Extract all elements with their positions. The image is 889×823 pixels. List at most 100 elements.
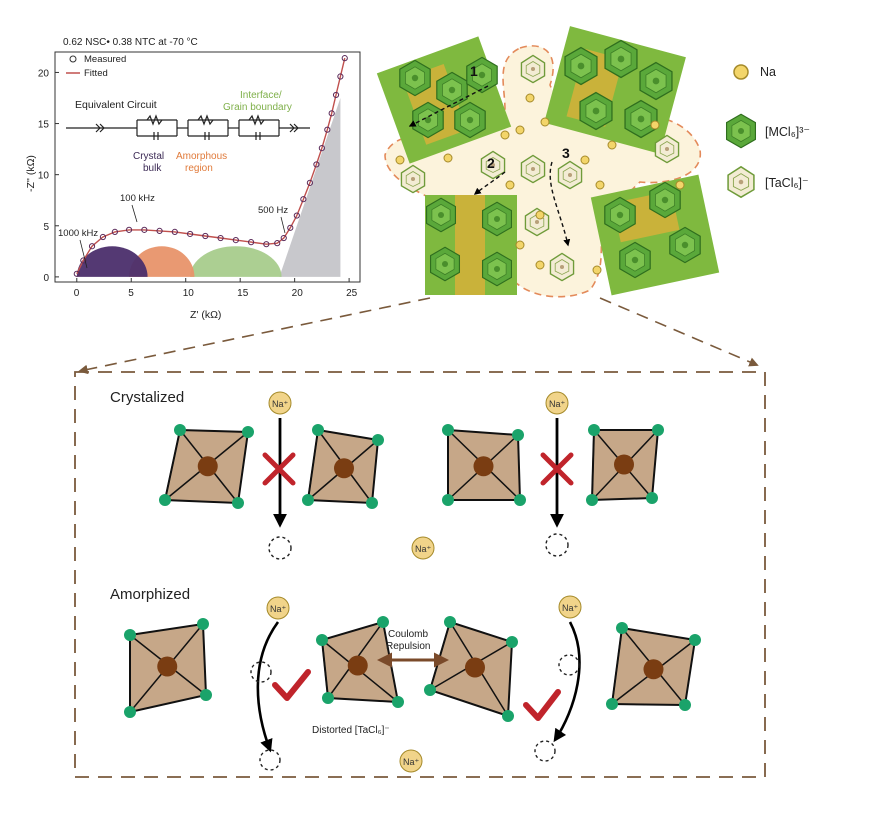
semicircle-1 [76, 246, 148, 277]
freq-pointer-500hz [280, 216, 286, 234]
x-tick-label: 5 [128, 288, 134, 299]
x-tick-label: 15 [237, 288, 249, 299]
x-tick-label: 10 [183, 288, 195, 299]
measured-point [217, 234, 224, 242]
freq-label-100khz: 100 kHz [120, 193, 155, 204]
structure-legend: Na [MCl₆]³⁻ [TaCl₆]⁻ [725, 64, 810, 198]
label-amorphous-2: region [185, 163, 213, 174]
measured-point [186, 230, 194, 238]
measured-point [274, 240, 281, 247]
label-crystal-bulk-2: bulk [143, 163, 162, 174]
zoom-panel-border [74, 371, 766, 778]
crystal-block-bottom-left [425, 195, 517, 295]
path-2-label: 2 [487, 155, 495, 171]
measured-point [125, 226, 133, 233]
measured-point [111, 228, 119, 236]
freq-label-500hz: 500 Hz [258, 205, 288, 216]
crystal-path-right [540, 418, 574, 557]
measured-point [287, 224, 294, 231]
svg-text:Na⁺: Na⁺ [415, 544, 432, 554]
zoom-guide-left [78, 297, 431, 375]
na-ions-structure [395, 93, 685, 275]
plot-xlabel: Z' (kΩ) [190, 309, 221, 321]
octa-crystal-3 [442, 424, 526, 506]
measured-point [280, 234, 287, 242]
label-crystal-bulk-1: Crystal [133, 151, 164, 162]
measured-point [171, 228, 178, 236]
measured-point [202, 232, 209, 240]
coulomb-label-1: Coulomb [388, 629, 428, 640]
octa-crystal-1 [159, 424, 254, 509]
measured-point [247, 239, 255, 246]
na-ion-amorph-left: Na⁺ [266, 596, 290, 620]
octa-amorph-1 [124, 618, 212, 718]
coulomb-label-2: Repulsion [386, 641, 430, 652]
measured-point [88, 243, 96, 250]
mcl6-legend-label: [MCl₆]³⁻ [765, 125, 810, 139]
fitted-line [76, 57, 346, 275]
x-tick-label: 20 [292, 288, 304, 299]
na-ion-amorph-right: Na⁺ [558, 595, 582, 619]
octa-crystal-2 [302, 424, 384, 509]
legend-measured-marker [69, 55, 77, 63]
na-ion-crystal-right: Na⁺ [545, 391, 569, 415]
path-1-label: 1 [470, 63, 478, 79]
measured-point [341, 55, 348, 62]
path-3-arrow [549, 161, 571, 247]
legend-fitted-label: Fitted [84, 68, 108, 79]
octa-amorph-2 [316, 616, 404, 708]
x-tick-label: 0 [74, 288, 80, 299]
crystal-block-bottom-right [590, 174, 720, 296]
svg-text:Na⁺: Na⁺ [549, 399, 566, 409]
na-ion-crystal-center: Na⁺ [411, 536, 435, 560]
amorphized-title: Amorphized [110, 586, 190, 603]
zoom-guide-right [599, 297, 759, 367]
svg-text:Na⁺: Na⁺ [562, 603, 579, 613]
na-ion-crystal-left: Na⁺ [268, 391, 292, 415]
bottom-octahedra [124, 424, 701, 722]
semicircle-3 [190, 246, 282, 277]
measured-point [300, 196, 307, 203]
crystal-structure-illustration: 1 2 3 [376, 26, 720, 298]
svg-text:Na⁺: Na⁺ [270, 604, 287, 614]
circuit-title: Equivalent Circuit [75, 99, 157, 111]
measured-point [99, 233, 107, 241]
plot-frame [54, 51, 361, 283]
y-tick-label: 10 [38, 171, 50, 182]
amorph-path-right [523, 621, 581, 762]
crystal-path-left [262, 418, 296, 560]
y-tick-label: 5 [43, 222, 49, 233]
measured-point [318, 144, 325, 152]
na-ion-amorph-center: Na⁺ [399, 749, 423, 773]
x-tick-label: 25 [346, 288, 358, 299]
label-interface-2: Grain boundary [223, 102, 292, 113]
measured-point [80, 257, 87, 264]
nyquist-plot: 0 5 10 15 20 25 0 5 10 15 20 0.62 NSC• 0.38 NTC at… [25, 37, 361, 321]
svg-text:Na⁺: Na⁺ [272, 399, 289, 409]
mcl6-legend-icon [725, 113, 757, 149]
label-amorphous-1: Amorphous [176, 151, 227, 162]
path-1-arrow [408, 85, 489, 127]
legend-measured-label: Measured [84, 54, 126, 65]
measured-point [156, 227, 163, 234]
measured-point [324, 126, 331, 133]
crystalized-title: Crystalized [110, 389, 184, 406]
impedance-series [73, 55, 348, 277]
measured-point [232, 236, 239, 244]
octa-crystal-4 [586, 424, 664, 506]
measured-point [313, 161, 320, 168]
measured-point [306, 179, 313, 186]
plot-subtitle: 0.62 NSC• 0.38 NTC at -70 °C [63, 37, 198, 48]
y-tick-label: 0 [43, 273, 49, 284]
path-2-arrow [473, 171, 506, 195]
equivalent-circuit [66, 114, 310, 140]
y-tick-label: 20 [38, 68, 50, 79]
tacl6-legend-label: [TaCl₆]⁻ [765, 176, 809, 190]
octa-amorph-4 [606, 622, 701, 711]
impedance-regions [76, 98, 341, 277]
measured-point [337, 73, 344, 80]
distorted-label: Distorted [TaCl₆]⁻ [312, 725, 390, 736]
freq-label-1000khz: 1000 kHz [58, 228, 98, 239]
freq-pointer-100khz [131, 204, 138, 223]
